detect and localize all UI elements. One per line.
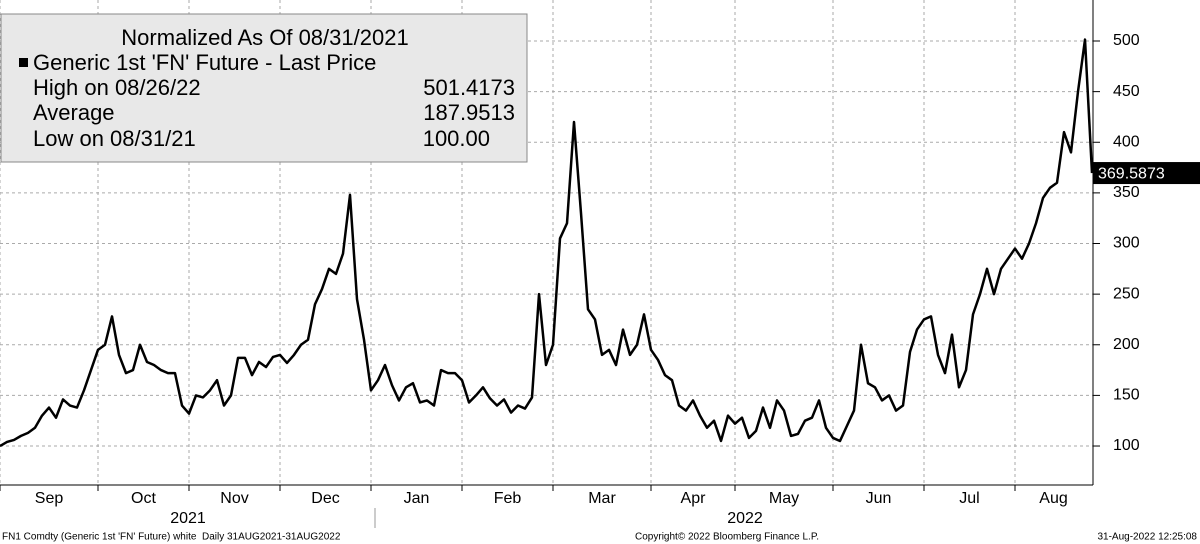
legend-box bbox=[0, 13, 528, 163]
legend-entry: Generic 1st 'FN' Future - Last Price bbox=[33, 50, 376, 75]
x-tick-label: Sep bbox=[35, 490, 64, 507]
last-value-label: 369.5873 bbox=[1098, 165, 1165, 182]
year-label: 2022 bbox=[727, 510, 763, 527]
x-tick-label: Jul bbox=[959, 490, 979, 507]
y-tick-label: 500 bbox=[1113, 32, 1140, 49]
x-tick-label: Feb bbox=[494, 490, 522, 507]
y-tick-label: 200 bbox=[1113, 336, 1140, 353]
legend-swatch bbox=[19, 58, 28, 67]
marks bbox=[0, 38, 1094, 448]
y-tick-label: 300 bbox=[1113, 235, 1140, 252]
y-tick-label: 400 bbox=[1113, 133, 1140, 150]
stat-label: High on 08/26/22 bbox=[33, 75, 201, 100]
x-tick-label: May bbox=[769, 490, 799, 507]
footer-left: FN1 Comdty (Generic 1st 'FN' Future) whi… bbox=[2, 532, 341, 543]
year-label: 2021 bbox=[170, 510, 206, 527]
x-tick-label: Apr bbox=[681, 490, 707, 507]
stat-value: 100.00 bbox=[423, 126, 490, 151]
x-tick-label: Aug bbox=[1039, 490, 1067, 507]
x-tick-label: Jan bbox=[404, 490, 430, 507]
stat-label: Low on 08/31/21 bbox=[33, 126, 196, 151]
footer-center: Copyright© 2022 Bloomberg Finance L.P. bbox=[635, 532, 819, 543]
y-tick-label: 350 bbox=[1113, 184, 1140, 201]
stat-value: 501.4173 bbox=[423, 75, 515, 100]
y-tick-label: 450 bbox=[1113, 83, 1140, 100]
legend: Normalized As Of 08/31/2021 Generic 1st … bbox=[0, 13, 528, 163]
price-line bbox=[0, 38, 1094, 448]
footer-right: 31-Aug-2022 12:25:08 bbox=[1097, 532, 1197, 543]
y-tick-label: 150 bbox=[1113, 387, 1140, 404]
x-tick-label: Nov bbox=[220, 490, 248, 507]
x-tick-label: Dec bbox=[311, 490, 339, 507]
stat-label: Average bbox=[33, 100, 115, 125]
x-tick-label: Jun bbox=[866, 490, 892, 507]
legend-title: Normalized As Of 08/31/2021 bbox=[121, 25, 408, 50]
y-tick-label: 100 bbox=[1113, 437, 1140, 454]
stat-value: 187.9513 bbox=[423, 100, 515, 125]
last-value-box bbox=[1093, 162, 1200, 185]
y-tick-label: 250 bbox=[1113, 285, 1140, 302]
x-tick-label: Mar bbox=[588, 490, 616, 507]
x-tick-label: Oct bbox=[131, 490, 156, 507]
